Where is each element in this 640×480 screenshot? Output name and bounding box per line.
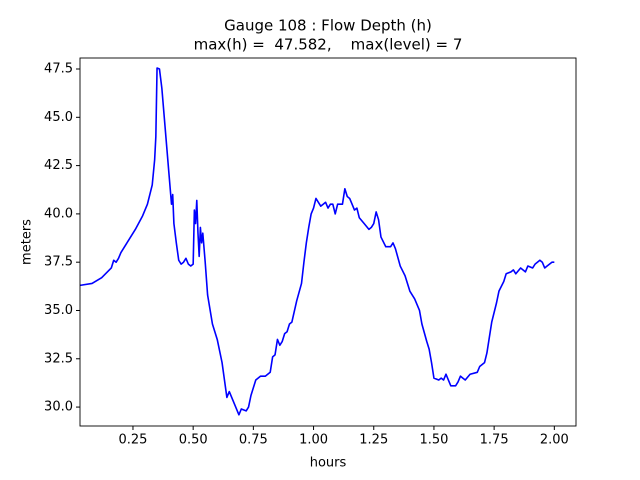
y-tick-label: 42.5	[44, 158, 73, 173]
y-tick-label: 47.5	[44, 62, 73, 77]
x-tick-label: 1.00	[299, 433, 328, 448]
data-line	[79, 67, 555, 416]
x-tick-label: 0.50	[179, 433, 208, 448]
y-tick-label: 45.0	[44, 110, 73, 125]
y-axis-label: meters	[20, 219, 35, 265]
x-tick-label: 1.50	[419, 433, 448, 448]
x-tick-label: 1.25	[359, 433, 388, 448]
y-tick-label: 40.0	[44, 206, 73, 221]
y-tick-label: 35.0	[44, 303, 73, 318]
y-tick-label: 32.5	[44, 351, 73, 366]
x-tick-label: 2.00	[540, 433, 569, 448]
chart-subtitle: max(h) = 47.582, max(level) = 7	[194, 36, 463, 54]
plot-frame	[79, 57, 577, 427]
y-tick-label: 37.5	[44, 255, 73, 270]
x-tick-label: 1.75	[480, 433, 509, 448]
x-tick-label: 0.25	[118, 433, 147, 448]
x-axis-label: hours	[310, 456, 347, 471]
x-tick-label: 0.75	[239, 433, 268, 448]
chart-title: Gauge 108 : Flow Depth (h)	[224, 17, 432, 35]
y-tick-label: 30.0	[44, 400, 73, 415]
